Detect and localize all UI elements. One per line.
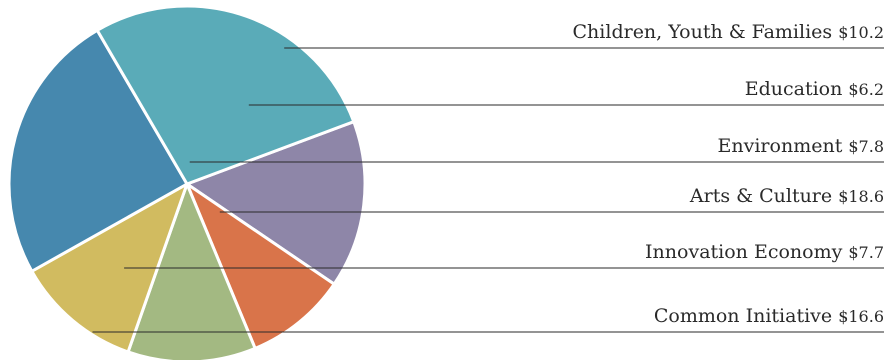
slice-label-children-youth-and-families: Children, Youth & Families $10.2 — [573, 21, 884, 43]
slice-label-name: Innovation Economy — [645, 241, 848, 263]
pie-slice-common-initiative — [7, 28, 189, 273]
slice-label-value: $16.6 — [838, 307, 884, 326]
slice-label-value: $7.8 — [848, 137, 884, 156]
slice-label-value: $7.7 — [848, 243, 884, 262]
slice-label-name: Environment — [718, 135, 849, 157]
slice-label-value: $10.2 — [838, 23, 884, 42]
slice-label-value: $18.6 — [838, 187, 884, 206]
slice-label-environment: Environment $7.8 — [718, 135, 884, 157]
pie-slice-innovation-economy — [30, 182, 189, 354]
slice-label-name: Education — [745, 78, 849, 100]
slice-label-name: Arts & Culture — [689, 185, 838, 207]
pie-slice-arts-and-culture — [95, 4, 356, 186]
slice-labels: Children, Youth & Families $10.2 Educatio… — [92, 21, 884, 333]
slice-label-name: Common Initiative — [654, 305, 838, 327]
slice-label-name: Children, Youth & Families — [573, 21, 839, 43]
slice-label-value: $6.2 — [848, 80, 884, 99]
pie-slice-environment — [126, 182, 257, 360]
slice-label-education: Education $6.2 — [745, 78, 884, 100]
slice-label-arts-and-culture: Arts & Culture $18.6 — [689, 185, 884, 207]
pie-slices — [7, 4, 367, 360]
slice-label-common-initiative: Common Initiative $16.6 — [654, 305, 884, 327]
slice-label-innovation-economy: Innovation Economy $7.7 — [645, 241, 884, 263]
pie-slice-education — [185, 182, 336, 350]
